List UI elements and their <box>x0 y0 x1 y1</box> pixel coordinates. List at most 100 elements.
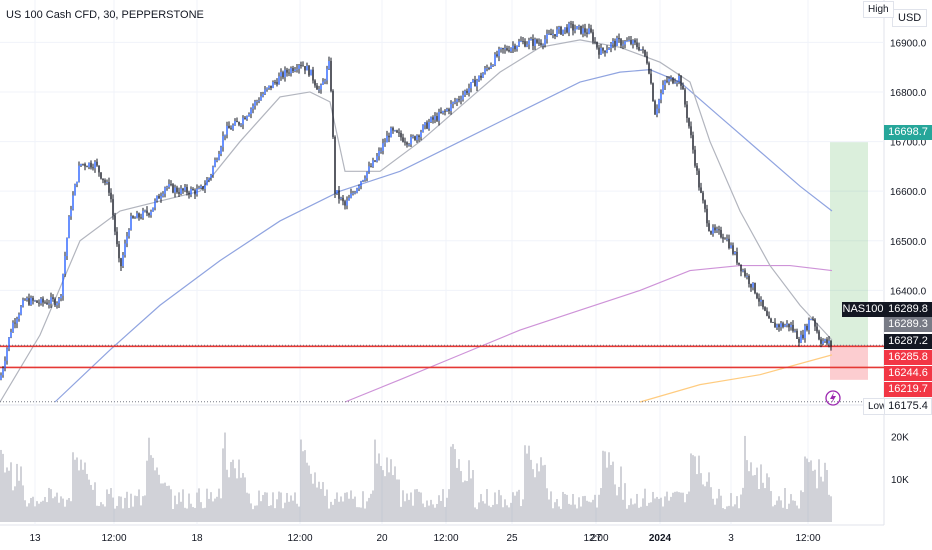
candle-body <box>730 245 732 249</box>
volume-bar <box>4 472 6 522</box>
candle-body <box>308 65 310 76</box>
volume-bar <box>750 462 752 522</box>
candle-body <box>180 188 182 194</box>
candle-body <box>338 190 340 199</box>
volume-bar <box>484 503 486 522</box>
time-tick-label: 3 <box>728 533 734 544</box>
volume-bar <box>618 486 620 522</box>
candle-body <box>532 38 534 46</box>
volume-bar <box>424 507 426 522</box>
candle-body <box>564 27 566 30</box>
volume-bar <box>580 506 582 522</box>
volume-bar <box>384 476 386 522</box>
candle-body <box>456 99 458 102</box>
candle-body <box>334 136 336 194</box>
volume-bar <box>674 491 676 522</box>
volume-bar <box>506 505 508 522</box>
candle-body <box>104 180 106 183</box>
candle-body <box>722 237 724 239</box>
volume-bar <box>826 469 828 522</box>
candle-body <box>274 82 276 83</box>
candle-body <box>664 80 666 86</box>
volume-bar <box>390 459 392 522</box>
candle-body <box>762 299 764 308</box>
volume-bar <box>416 489 418 522</box>
candle-body <box>810 318 812 320</box>
candle-body <box>110 192 112 200</box>
volume-bar <box>192 507 194 522</box>
candle-body <box>118 244 120 259</box>
volume-bar <box>396 479 398 522</box>
candle-body <box>786 323 788 326</box>
candle-body <box>202 186 204 190</box>
volume-bar <box>172 509 174 522</box>
volume-bar <box>226 469 228 522</box>
candle-body <box>768 315 770 319</box>
candle-body <box>144 210 146 212</box>
volume-bar <box>740 494 742 522</box>
volume-bar <box>648 502 650 522</box>
candle-body <box>602 47 604 51</box>
ma-slowest-line <box>639 354 833 403</box>
volume-bar <box>686 494 688 522</box>
time-tick-label: 13 <box>29 533 41 544</box>
candle-body <box>128 229 130 237</box>
volume-bar <box>48 487 50 522</box>
volume-bar <box>590 502 592 522</box>
volume-bar <box>86 473 88 522</box>
candle-body <box>360 181 362 186</box>
volume-bar <box>0 449 2 522</box>
candle-body <box>468 88 470 93</box>
candle-body <box>196 188 198 195</box>
candle-body <box>676 81 678 83</box>
candle-body <box>178 192 180 194</box>
candle-body <box>618 38 620 40</box>
volume-bar <box>794 500 796 522</box>
volume-bar <box>282 508 284 522</box>
candle-body <box>256 100 258 102</box>
volume-bar <box>236 478 238 522</box>
volume-bar <box>766 473 768 522</box>
volume-bar <box>726 506 728 522</box>
volume-bar <box>144 495 146 522</box>
volume-bar <box>244 477 246 522</box>
volume-bar <box>164 482 166 522</box>
volume-bar <box>556 499 558 522</box>
currency-button[interactable]: USD <box>892 9 928 27</box>
volume-bar <box>306 462 308 522</box>
candle-body <box>666 80 668 82</box>
candle-body <box>478 75 480 81</box>
volume-bar <box>516 491 518 522</box>
candle-body <box>82 163 84 165</box>
volume-bar <box>570 504 572 522</box>
volume-bar <box>290 495 292 522</box>
volume-bar <box>538 471 540 522</box>
volume-bar <box>782 507 784 522</box>
candle-body <box>226 125 228 135</box>
volume-bar <box>70 501 72 522</box>
volume-bar <box>572 493 574 522</box>
volume-bar <box>370 493 372 522</box>
volume-bar <box>544 464 546 522</box>
candle-body <box>448 109 450 112</box>
volume-bar <box>196 492 198 522</box>
candle-body <box>8 337 10 349</box>
candle-body <box>160 196 162 199</box>
candle-body <box>784 325 786 327</box>
candle-body <box>466 90 468 93</box>
candle-body <box>528 40 530 45</box>
candle-body <box>102 178 104 181</box>
volume-bar <box>670 496 672 522</box>
candle-body <box>188 192 190 195</box>
volume-bar <box>74 459 76 522</box>
candle-body <box>686 104 688 119</box>
volume-bar <box>588 501 590 522</box>
candle-body <box>828 340 830 344</box>
candle-body <box>454 101 456 103</box>
price-tick-label: 16400.0 <box>890 286 927 297</box>
volume-bar <box>708 472 710 522</box>
candle-body <box>230 128 232 130</box>
volume-bar <box>324 495 326 522</box>
volume-bar <box>280 492 282 522</box>
